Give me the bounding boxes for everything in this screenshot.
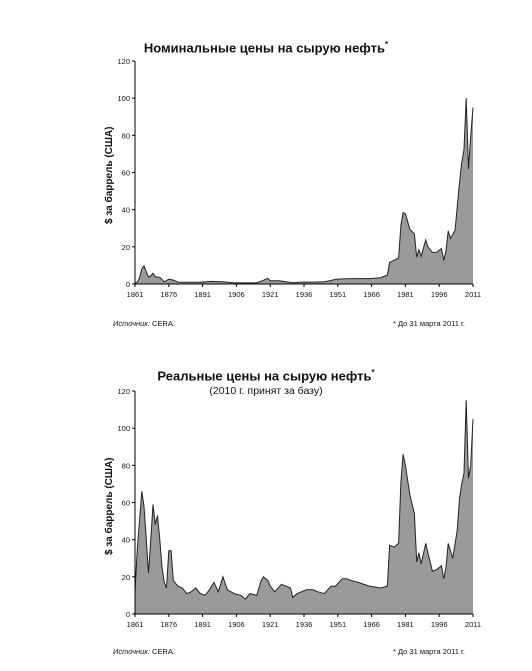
y-tick-label: 60: [122, 169, 130, 178]
x-tick-label: 1891: [194, 620, 211, 629]
x-tick-label: 1876: [160, 290, 177, 299]
x-tick-label: 1921: [262, 290, 279, 299]
y-tick-label: 80: [122, 131, 130, 140]
nominal-price-chart: Номинальные цены на сырую нефть* $ за ба…: [0, 0, 532, 335]
y-tick-label: 40: [122, 536, 130, 545]
y-tick-label: 40: [122, 206, 130, 215]
x-tick-label: 1996: [431, 620, 448, 629]
y-tick-label: 20: [122, 573, 130, 582]
x-tick-label: 1981: [397, 290, 414, 299]
x-tick-label: 1921: [262, 620, 279, 629]
price-area: [135, 98, 473, 284]
chart-title: Реальные цены на сырую нефть*: [157, 368, 375, 384]
chart-subtitle: (2010 г. принят за базу): [209, 385, 323, 397]
price-line: [134, 400, 474, 600]
x-tick-label: 1936: [296, 290, 313, 299]
source-note: Источник: CERA.: [113, 647, 175, 656]
y-tick-label: 80: [122, 461, 130, 470]
price-line: [134, 98, 474, 284]
chart-title: Номинальные цены на сырую нефть*: [143, 40, 389, 56]
price-area: [135, 400, 473, 614]
x-tick-label: 1906: [228, 620, 245, 629]
x-tick-label: 1981: [397, 620, 414, 629]
y-tick-label: 20: [122, 243, 130, 252]
source-note: Источник: CERA.: [113, 319, 175, 328]
x-tick-label: 1951: [329, 620, 346, 629]
x-tick-label: 2011: [465, 290, 481, 299]
real-price-plot: 0 20 40 60 80 100 120 1861 1876 1891 1906 1921 1936 1…: [117, 387, 481, 629]
real-price-chart: Реальные цены на сырую нефть* (2010 г. п…: [0, 335, 532, 671]
y-tick-label: 60: [122, 499, 130, 508]
x-tick-label: 1861: [127, 620, 144, 629]
x-tick-label: 1936: [296, 620, 313, 629]
x-tick-label: 1966: [363, 620, 380, 629]
nominal-price-plot: 0 20 40 60 80 100 120 1861 1876 1891 1906 1921 1936 1…: [117, 57, 481, 299]
y-tick-label: 120: [117, 57, 130, 66]
footnote: * До 31 марта 2011 г.: [393, 319, 465, 328]
x-tick-label: 1906: [228, 290, 245, 299]
y-tick-label: 0: [126, 280, 130, 289]
y-tick-label: 120: [117, 387, 130, 396]
y-tick-label: 100: [117, 424, 130, 433]
x-tick-label: 1876: [160, 620, 177, 629]
x-tick-label: 1951: [329, 290, 346, 299]
footnote: * До 31 марта 2011 г.: [393, 647, 465, 656]
x-tick-label: 1891: [194, 290, 211, 299]
x-tick-label: 1861: [127, 290, 144, 299]
x-tick-label: 1966: [363, 290, 380, 299]
y-tick-label: 0: [126, 610, 130, 619]
x-tick-label: 1996: [431, 290, 448, 299]
y-tick-label: 100: [117, 94, 130, 103]
x-tick-label: 2011: [465, 620, 481, 629]
